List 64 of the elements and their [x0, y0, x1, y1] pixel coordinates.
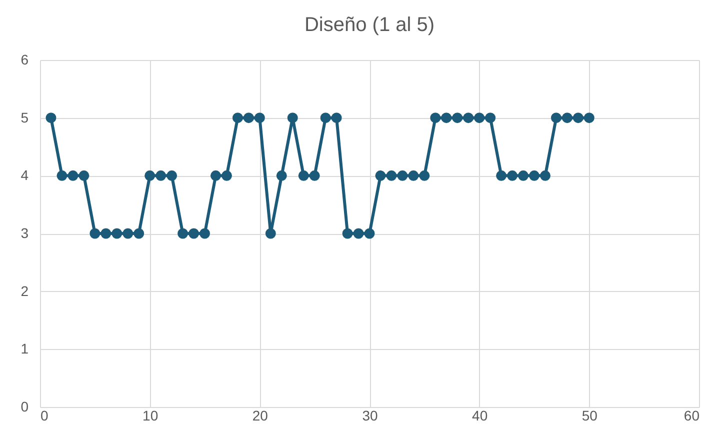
point — [584, 112, 594, 124]
point — [122, 228, 134, 239]
point — [496, 170, 507, 181]
point — [144, 170, 156, 181]
point — [265, 228, 276, 239]
point — [200, 228, 210, 239]
point — [419, 170, 430, 181]
point — [474, 112, 485, 124]
y-tick-label: 5 — [20, 109, 29, 126]
point — [331, 112, 342, 124]
point — [178, 228, 188, 239]
y-tick-label: 1 — [20, 340, 29, 357]
point — [232, 112, 243, 124]
x-tick-label: 60 — [684, 408, 700, 424]
point — [353, 228, 364, 239]
point — [397, 170, 408, 181]
point — [507, 170, 518, 181]
x-tick-label: 10 — [142, 408, 158, 424]
point — [46, 112, 56, 124]
point — [276, 170, 287, 181]
y-tick-label: 4 — [20, 167, 29, 184]
point — [452, 112, 463, 124]
point — [90, 228, 100, 239]
point — [309, 170, 320, 181]
y-tick-label: 2 — [20, 282, 29, 299]
point — [287, 112, 298, 124]
point — [386, 170, 397, 181]
point — [221, 170, 232, 181]
point — [100, 228, 112, 239]
y-tick-label: 6 — [20, 52, 29, 68]
point — [529, 170, 540, 181]
point — [243, 112, 254, 124]
point — [518, 170, 529, 181]
point — [210, 170, 221, 181]
chart-title: Diseño (1 al 5) — [304, 14, 435, 36]
point — [134, 228, 144, 239]
point — [408, 170, 419, 181]
y-tick-label: 3 — [20, 225, 29, 241]
point — [298, 170, 309, 181]
x-tick-label: 50 — [582, 408, 598, 424]
point — [56, 170, 68, 181]
point — [78, 170, 90, 181]
point — [166, 170, 178, 181]
point — [68, 170, 78, 181]
point — [562, 112, 572, 124]
point — [320, 112, 331, 124]
point — [156, 170, 166, 181]
point — [375, 170, 386, 181]
point — [572, 112, 584, 124]
point — [112, 228, 122, 239]
point — [463, 112, 474, 124]
point — [188, 228, 200, 239]
x-tick-label: 40 — [472, 408, 488, 424]
point — [550, 112, 562, 124]
point — [441, 112, 452, 124]
point — [430, 112, 441, 124]
point — [254, 112, 265, 124]
point — [342, 228, 353, 239]
x-tick-label: 30 — [362, 408, 378, 424]
x-tick-label: 0 — [40, 408, 48, 424]
point — [364, 228, 375, 239]
x-tick-label: 20 — [252, 408, 268, 424]
point — [485, 112, 496, 124]
point — [540, 170, 550, 181]
